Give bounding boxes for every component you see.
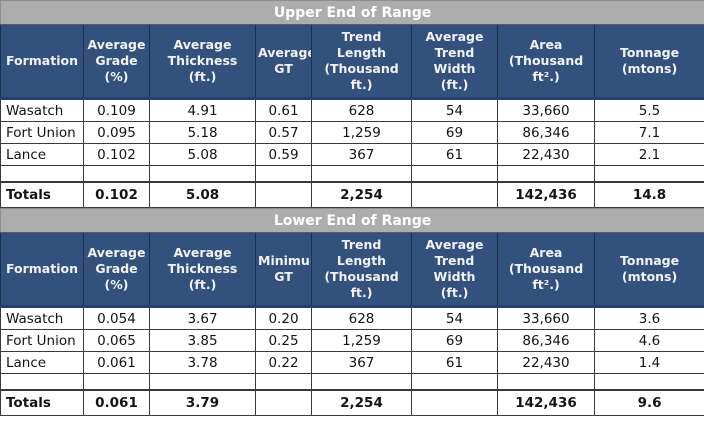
col-header-average-grade: Average Grade (%) bbox=[83, 232, 150, 308]
col-header-trend-length: Trend Length (Thousand ft.) bbox=[311, 24, 412, 100]
cell-trend-length: 1,259 bbox=[311, 329, 412, 352]
table-row-lance: Lance 0.061 3.78 0.22 367 61 22,430 1.4 bbox=[0, 351, 704, 374]
cell-trend-width: 54 bbox=[411, 306, 498, 330]
col-header-average-gt: Average GT bbox=[255, 24, 312, 100]
table-row-wasatch: Wasatch 0.109 4.91 0.61 628 54 33,660 5.… bbox=[0, 98, 704, 122]
totals-average-grade: 0.102 bbox=[83, 181, 150, 208]
upper-range-table: Upper End of Range Formation Average Gra… bbox=[0, 0, 704, 208]
cell-average-thickness: 5.08 bbox=[149, 143, 256, 166]
cell-trend-width: 69 bbox=[411, 121, 498, 144]
cell-area: 33,660 bbox=[497, 306, 595, 330]
totals-area: 142,436 bbox=[497, 389, 595, 416]
cell-trend-length: 628 bbox=[311, 98, 412, 122]
cell-average-thickness: 5.18 bbox=[149, 121, 256, 144]
totals-trend-width bbox=[411, 181, 498, 208]
cell-trend-width: 61 bbox=[411, 143, 498, 166]
cell-area: 86,346 bbox=[497, 121, 595, 144]
cell-average-grade: 0.061 bbox=[83, 351, 150, 374]
cell-trend-length: 1,259 bbox=[311, 121, 412, 144]
cell-average-grade: 0.095 bbox=[83, 121, 150, 144]
totals-gt bbox=[255, 181, 312, 208]
cell-average-grade: 0.065 bbox=[83, 329, 150, 352]
table-row-fort-union: Fort Union 0.065 3.85 0.25 1,259 69 86,3… bbox=[0, 329, 704, 352]
cell-average-grade: 0.054 bbox=[83, 306, 150, 330]
col-header-formation: Formation bbox=[0, 24, 84, 100]
cell-average-thickness: 3.67 bbox=[149, 306, 256, 330]
col-header-formation: Formation bbox=[0, 232, 84, 308]
cell-tonnage: 2.1 bbox=[593, 143, 704, 166]
cell-average-gt: 0.57 bbox=[255, 121, 312, 144]
cell-formation: Fort Union bbox=[0, 329, 84, 352]
upper-header-row: Formation Average Grade (%) Average Thic… bbox=[0, 24, 704, 100]
cell-formation: Wasatch bbox=[0, 98, 84, 122]
table-row-lance: Lance 0.102 5.08 0.59 367 61 22,430 2.1 bbox=[0, 143, 704, 166]
cell-tonnage: 5.5 bbox=[593, 98, 704, 122]
cell-minimum-gt: 0.22 bbox=[255, 351, 312, 374]
cell-trend-length: 628 bbox=[311, 306, 412, 330]
totals-trend-length: 2,254 bbox=[311, 389, 412, 416]
totals-average-grade: 0.061 bbox=[83, 389, 150, 416]
col-header-area: Area (Thousand ft².) bbox=[497, 232, 595, 308]
table-row-wasatch: Wasatch 0.054 3.67 0.20 628 54 33,660 3.… bbox=[0, 306, 704, 330]
cell-average-thickness: 3.78 bbox=[149, 351, 256, 374]
upper-section-bar: Upper End of Range bbox=[0, 0, 704, 25]
upper-totals-row: Totals 0.102 5.08 2,254 142,436 14.8 bbox=[0, 181, 704, 208]
cell-formation: Wasatch bbox=[0, 306, 84, 330]
upper-section-title: Upper End of Range bbox=[0, 0, 704, 25]
cell-average-grade: 0.102 bbox=[83, 143, 150, 166]
cell-trend-width: 69 bbox=[411, 329, 498, 352]
totals-trend-width bbox=[411, 389, 498, 416]
lower-range-table: Lower End of Range Formation Average Gra… bbox=[0, 208, 704, 416]
col-header-area: Area (Thousand ft².) bbox=[497, 24, 595, 100]
col-header-average-trend-width: Average Trend Width (ft.) bbox=[411, 24, 498, 100]
cell-average-thickness: 4.91 bbox=[149, 98, 256, 122]
lower-section-bar: Lower End of Range bbox=[0, 208, 704, 233]
totals-average-thickness: 5.08 bbox=[149, 181, 256, 208]
cell-trend-width: 54 bbox=[411, 98, 498, 122]
cell-average-grade: 0.109 bbox=[83, 98, 150, 122]
col-header-average-thickness: Average Thickness (ft.) bbox=[149, 24, 256, 100]
cell-average-gt: 0.61 bbox=[255, 98, 312, 122]
col-header-average-thickness: Average Thickness (ft.) bbox=[149, 232, 256, 308]
lower-header-row: Formation Average Grade (%) Average Thic… bbox=[0, 232, 704, 308]
cell-formation: Lance bbox=[0, 351, 84, 374]
cell-trend-length: 367 bbox=[311, 351, 412, 374]
cell-formation: Lance bbox=[0, 143, 84, 166]
cell-area: 86,346 bbox=[497, 329, 595, 352]
cell-tonnage: 3.6 bbox=[593, 306, 704, 330]
totals-tonnage: 9.6 bbox=[593, 389, 704, 416]
cell-tonnage: 7.1 bbox=[593, 121, 704, 144]
totals-label: Totals bbox=[0, 389, 84, 416]
cell-average-gt: 0.59 bbox=[255, 143, 312, 166]
cell-trend-length: 367 bbox=[311, 143, 412, 166]
totals-tonnage: 14.8 bbox=[593, 181, 704, 208]
totals-trend-length: 2,254 bbox=[311, 181, 412, 208]
cell-minimum-gt: 0.25 bbox=[255, 329, 312, 352]
cell-formation: Fort Union bbox=[0, 121, 84, 144]
lower-totals-row: Totals 0.061 3.79 2,254 142,436 9.6 bbox=[0, 389, 704, 416]
col-header-tonnage: Tonnage (mtons) bbox=[593, 24, 704, 100]
col-header-trend-length: Trend Length (Thousand ft.) bbox=[311, 232, 412, 308]
col-header-average-grade: Average Grade (%) bbox=[83, 24, 150, 100]
col-header-minimum-gt: Minimum GT bbox=[255, 232, 312, 308]
cell-area: 22,430 bbox=[497, 143, 595, 166]
totals-label: Totals bbox=[0, 181, 84, 208]
lower-section-title: Lower End of Range bbox=[0, 208, 704, 233]
col-header-average-trend-width: Average Trend Width (ft.) bbox=[411, 232, 498, 308]
table-row-fort-union: Fort Union 0.095 5.18 0.57 1,259 69 86,3… bbox=[0, 121, 704, 144]
totals-average-thickness: 3.79 bbox=[149, 389, 256, 416]
cell-tonnage: 4.6 bbox=[593, 329, 704, 352]
totals-gt bbox=[255, 389, 312, 416]
cell-area: 22,430 bbox=[497, 351, 595, 374]
cell-average-thickness: 3.85 bbox=[149, 329, 256, 352]
spacer-row bbox=[0, 165, 704, 183]
spacer-row bbox=[0, 373, 704, 391]
cell-area: 33,660 bbox=[497, 98, 595, 122]
cell-minimum-gt: 0.20 bbox=[255, 306, 312, 330]
cell-tonnage: 1.4 bbox=[593, 351, 704, 374]
col-header-tonnage: Tonnage (mtons) bbox=[593, 232, 704, 308]
totals-area: 142,436 bbox=[497, 181, 595, 208]
cell-trend-width: 61 bbox=[411, 351, 498, 374]
